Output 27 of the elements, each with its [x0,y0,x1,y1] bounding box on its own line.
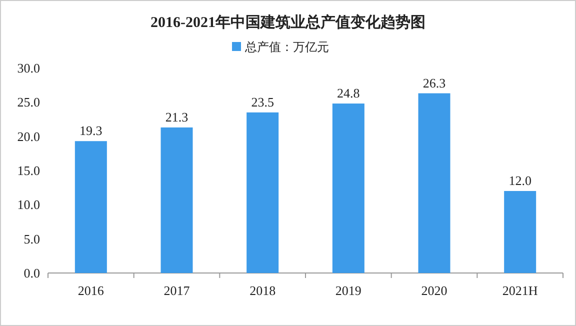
y-tick-label: 30.0 [17,60,40,76]
x-tick-label: 2019 [335,283,362,298]
bar [332,104,364,273]
data-label: 12.0 [508,173,532,188]
x-tick-label: 2017 [164,283,190,298]
x-tick-label: 2021H [502,283,538,298]
y-tick-label: 0.0 [24,266,40,280]
legend-label: 总产值：万亿元 [244,40,329,54]
bar [504,191,536,273]
y-tick-label: 10.0 [17,197,40,212]
data-label: 23.5 [251,94,274,110]
x-tick-label: 2016 [78,283,104,298]
bar [160,127,193,273]
data-label: 21.3 [165,109,188,124]
x-tick-label: 2020 [421,283,448,298]
y-tick-label: 15.0 [17,163,40,178]
x-tick-label: 2018 [250,283,276,298]
bar [246,112,279,273]
data-label: 26.3 [422,75,446,90]
bar [418,93,450,273]
chart-title: 2016-2021年中国建筑业总产值变化趋势图 [150,13,426,31]
y-tick-label: 5.0 [24,231,40,246]
y-tick-label: 25.0 [17,94,40,110]
data-label: 24.8 [337,86,360,101]
bar [74,141,107,273]
data-label: 19.3 [80,123,102,138]
y-tick-label: 20.0 [17,128,40,144]
